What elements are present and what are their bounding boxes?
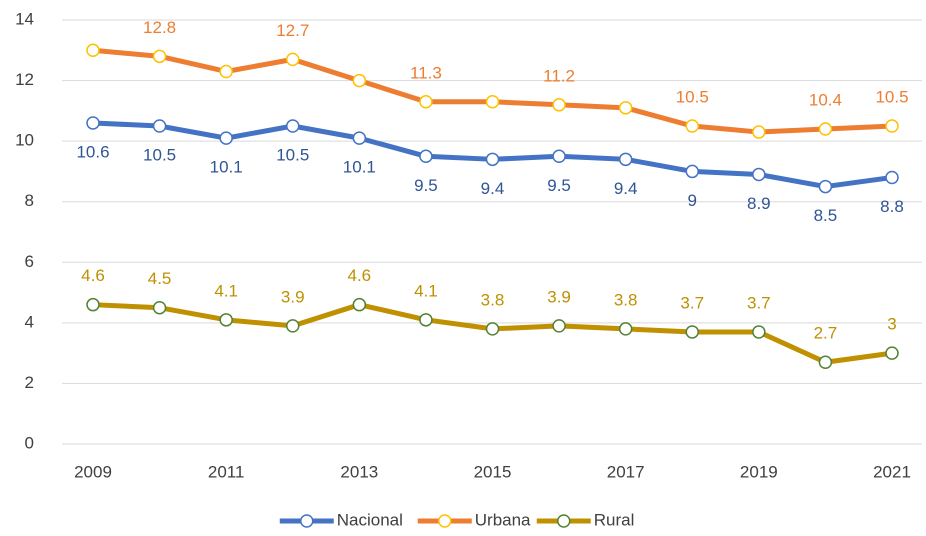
marker [286, 52, 300, 67]
marker [352, 73, 367, 88]
marker [885, 170, 899, 185]
y-tick-label: 10 [15, 131, 34, 150]
marker [485, 152, 500, 167]
data-label: 2.7 [814, 324, 838, 343]
marker [419, 95, 433, 109]
marker [152, 119, 167, 133]
marker [818, 179, 833, 194]
legend-marker [557, 514, 571, 528]
data-label: 3.8 [481, 290, 505, 309]
data-label: 9.5 [547, 176, 571, 195]
marker [552, 149, 566, 164]
data-label: 10.5 [676, 87, 709, 106]
x-tick-label: 2017 [607, 462, 645, 481]
marker [485, 322, 500, 336]
y-tick-label: 2 [25, 373, 34, 392]
marker [286, 319, 300, 333]
marker [885, 119, 899, 133]
x-tick-label: 2011 [208, 462, 245, 481]
data-label: 9.4 [481, 179, 505, 198]
data-label: 3.8 [614, 290, 638, 309]
data-label: 11.3 [410, 63, 442, 82]
marker [286, 119, 300, 133]
data-label: 10.1 [343, 158, 376, 177]
marker [86, 297, 100, 312]
y-tick-label: 0 [25, 433, 34, 452]
marker [552, 98, 566, 112]
x-tick-label: 2021 [873, 462, 911, 481]
x-tick-label: 2013 [340, 462, 378, 481]
marker [752, 325, 766, 339]
data-label: 4.1 [214, 281, 238, 300]
data-label: 12.7 [276, 21, 309, 40]
data-label: 4.6 [348, 266, 372, 285]
y-tick-label: 14 [15, 9, 34, 28]
marker [352, 131, 367, 145]
marker [818, 355, 833, 369]
y-tick-label: 4 [25, 312, 34, 331]
legend-marker [300, 514, 314, 528]
data-label: 10.1 [210, 158, 243, 177]
data-label: 4.1 [414, 281, 438, 300]
data-label: 11.2 [543, 66, 575, 85]
data-label: 10.6 [76, 142, 109, 161]
data-label: 4.5 [148, 269, 172, 288]
data-label: 3 [887, 315, 896, 334]
data-label: 9 [688, 191, 697, 210]
marker [152, 300, 167, 315]
legend-label: Urbana [475, 510, 531, 529]
data-label: 10.4 [809, 91, 842, 110]
data-label: 12.8 [143, 18, 176, 37]
series-line [92, 47, 893, 135]
data-label: 10.5 [276, 145, 309, 164]
marker [485, 95, 500, 109]
marker [685, 325, 699, 339]
marker [618, 101, 633, 115]
data-label: 10.5 [875, 87, 908, 106]
legend-marker [438, 514, 452, 528]
legend-label: Nacional [337, 510, 403, 529]
marker [752, 167, 766, 182]
data-label: 8.9 [747, 194, 771, 213]
data-label: 8.8 [880, 197, 904, 216]
marker [685, 164, 699, 179]
marker [219, 64, 233, 79]
data-label: 9.5 [414, 176, 438, 195]
data-label: 3.9 [281, 287, 305, 306]
marker [818, 122, 833, 136]
marker [885, 346, 899, 360]
marker [685, 119, 699, 133]
marker [752, 125, 766, 139]
x-tick-label: 2019 [740, 462, 778, 481]
data-label: 9.4 [614, 179, 638, 198]
data-label: 3.9 [547, 287, 571, 306]
data-label: 4.6 [81, 266, 105, 285]
marker [86, 43, 100, 58]
data-label: 10.5 [143, 145, 176, 164]
marker [152, 49, 167, 64]
data-label: 8.5 [814, 206, 838, 225]
marker [419, 313, 433, 327]
marker [618, 152, 633, 167]
marker [219, 313, 233, 327]
marker [419, 149, 433, 164]
x-tick-label: 2009 [74, 462, 112, 481]
y-tick-label: 12 [15, 70, 34, 89]
marker [618, 322, 633, 336]
marker [352, 297, 367, 312]
marker [219, 131, 233, 145]
y-tick-label: 8 [25, 191, 34, 210]
marker [86, 116, 100, 130]
data-label: 3.7 [747, 293, 771, 312]
x-tick-label: 2015 [474, 462, 512, 481]
legend-label: Rural [594, 510, 635, 529]
marker [552, 319, 566, 333]
data-label: 3.7 [680, 293, 704, 312]
y-tick-label: 6 [25, 252, 34, 271]
